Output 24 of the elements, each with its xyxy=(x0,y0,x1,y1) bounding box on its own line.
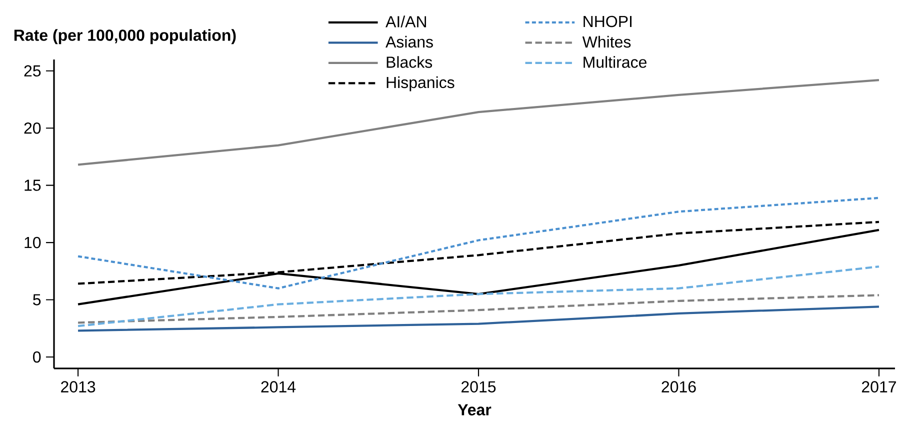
legend-label: Blacks xyxy=(386,56,432,68)
y-tick-label: 25 xyxy=(24,65,41,77)
legend-label: Hispanics xyxy=(386,76,454,92)
x-axis-title: Year xyxy=(458,404,492,416)
legend-label: AI/AN xyxy=(386,16,426,28)
line-series xyxy=(76,196,880,290)
line-series xyxy=(76,294,880,324)
x-tick-label: 2013 xyxy=(61,381,96,392)
y-axis-title: Rate (per 100,000 population) xyxy=(14,29,236,44)
x-tick-label: 2016 xyxy=(662,381,696,392)
line-series xyxy=(76,266,880,328)
legend-label: NHOPI xyxy=(584,16,632,28)
legend-label: Whites xyxy=(582,36,631,48)
x-tick-label: 2017 xyxy=(862,381,896,392)
x-tick-label: 2014 xyxy=(261,381,296,392)
x-tick-label: 2015 xyxy=(462,381,496,392)
legend-label: Multirace xyxy=(584,56,646,68)
y-tick-label: 5 xyxy=(33,294,41,306)
legend-label: Asians xyxy=(386,36,433,48)
line-series xyxy=(76,306,880,332)
y-tick-label: 15 xyxy=(24,180,41,191)
y-tick-label: 0 xyxy=(33,351,41,363)
y-tick-label: 10 xyxy=(24,236,41,248)
y-tick-label: 20 xyxy=(24,122,41,134)
